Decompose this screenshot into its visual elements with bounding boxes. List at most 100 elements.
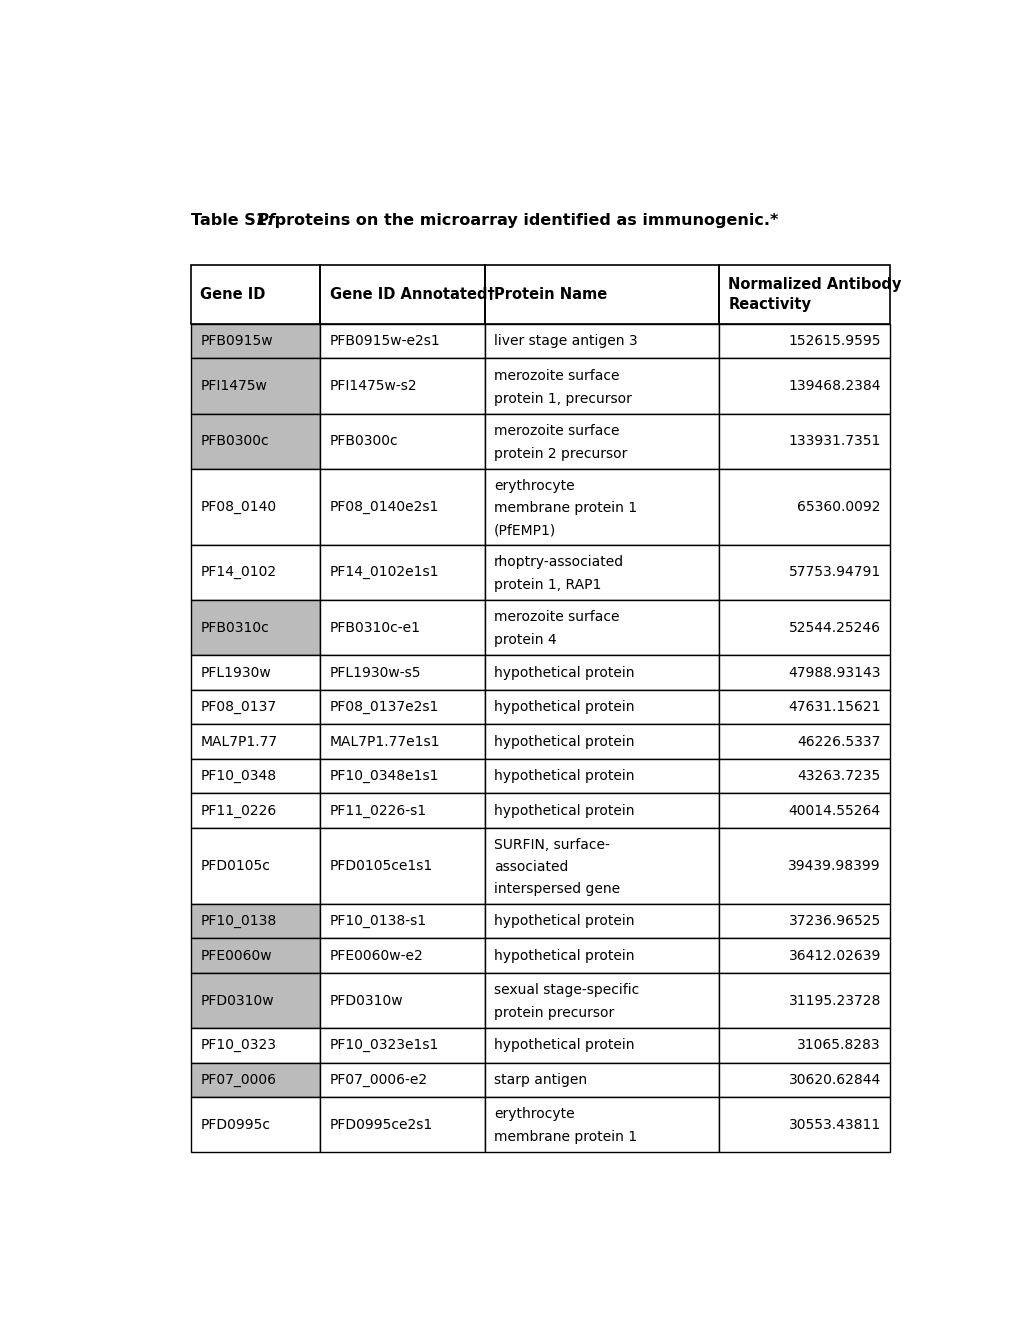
Text: starp antigen: starp antigen <box>493 1073 587 1086</box>
Bar <box>320 265 484 323</box>
Bar <box>191 828 320 904</box>
Text: PFB0310c: PFB0310c <box>200 620 269 635</box>
Bar <box>191 973 320 1028</box>
Text: hypothetical protein: hypothetical protein <box>493 665 634 680</box>
Bar <box>191 358 320 413</box>
Text: PFL1930w-s5: PFL1930w-s5 <box>329 665 421 680</box>
Bar <box>718 413 890 469</box>
Text: protein 1, precursor: protein 1, precursor <box>493 392 632 405</box>
Text: membrane protein 1: membrane protein 1 <box>493 1130 637 1144</box>
Bar <box>191 1028 320 1063</box>
Text: 57753.94791: 57753.94791 <box>788 565 880 579</box>
Text: erythrocyte: erythrocyte <box>493 479 574 492</box>
Bar <box>320 725 484 759</box>
Bar <box>191 545 320 601</box>
Bar <box>320 690 484 725</box>
Text: (PfEMP1): (PfEMP1) <box>493 523 555 537</box>
Text: MAL7P1.77: MAL7P1.77 <box>200 735 277 748</box>
Text: interspersed gene: interspersed gene <box>493 882 620 896</box>
Text: erythrocyte: erythrocyte <box>493 1107 574 1122</box>
Text: PF10_0323e1s1: PF10_0323e1s1 <box>329 1039 438 1052</box>
Text: PFB0300c: PFB0300c <box>329 434 397 449</box>
Bar <box>484 759 718 793</box>
Bar <box>718 601 890 655</box>
Text: PFI1475w-s2: PFI1475w-s2 <box>329 379 417 393</box>
Bar <box>320 939 484 973</box>
Text: 139468.2384: 139468.2384 <box>788 379 880 393</box>
Text: PF07_0006-e2: PF07_0006-e2 <box>329 1073 427 1086</box>
Text: 65360.0092: 65360.0092 <box>797 500 880 513</box>
Bar <box>484 973 718 1028</box>
Text: 47631.15621: 47631.15621 <box>788 700 880 714</box>
Bar <box>718 358 890 413</box>
Text: 43263.7235: 43263.7235 <box>797 770 880 783</box>
Text: hypothetical protein: hypothetical protein <box>493 804 634 817</box>
Bar <box>484 828 718 904</box>
Bar <box>191 793 320 828</box>
Text: sexual stage-specific: sexual stage-specific <box>493 983 639 997</box>
Text: PF08_0137e2s1: PF08_0137e2s1 <box>329 700 438 714</box>
Text: PF08_0137: PF08_0137 <box>200 700 276 714</box>
Text: PFD0310w: PFD0310w <box>200 994 273 1007</box>
Bar <box>191 323 320 358</box>
Text: hypothetical protein: hypothetical protein <box>493 1039 634 1052</box>
Text: Table S1.: Table S1. <box>191 213 278 227</box>
Bar <box>718 323 890 358</box>
Bar <box>484 545 718 601</box>
Bar <box>484 413 718 469</box>
Bar <box>320 469 484 545</box>
Bar <box>484 904 718 939</box>
Text: PFD0105c: PFD0105c <box>200 859 270 873</box>
Text: PF07_0006: PF07_0006 <box>200 1073 276 1086</box>
Text: 36412.02639: 36412.02639 <box>788 949 880 962</box>
Text: merozoite surface: merozoite surface <box>493 424 619 438</box>
Text: PFD0105ce1s1: PFD0105ce1s1 <box>329 859 432 873</box>
Bar <box>484 601 718 655</box>
Text: PFD0310w: PFD0310w <box>329 994 403 1007</box>
Text: 30620.62844: 30620.62844 <box>788 1073 880 1086</box>
Text: Gene ID Annotated†: Gene ID Annotated† <box>329 286 494 302</box>
Text: hypothetical protein: hypothetical protein <box>493 915 634 928</box>
Bar <box>718 265 890 323</box>
Bar <box>484 793 718 828</box>
Bar <box>320 828 484 904</box>
Bar <box>191 413 320 469</box>
Bar <box>191 469 320 545</box>
Bar <box>191 1063 320 1097</box>
Bar <box>191 939 320 973</box>
Bar <box>718 793 890 828</box>
Text: proteins on the microarray identified as immunogenic.*: proteins on the microarray identified as… <box>269 213 777 227</box>
Text: liver stage antigen 3: liver stage antigen 3 <box>493 334 637 348</box>
Text: PF10_0348e1s1: PF10_0348e1s1 <box>329 770 439 783</box>
Text: Normalized Antibody
Reactivity: Normalized Antibody Reactivity <box>728 277 901 312</box>
Text: hypothetical protein: hypothetical protein <box>493 949 634 962</box>
Text: PFD0995c: PFD0995c <box>200 1118 270 1131</box>
Bar <box>718 690 890 725</box>
Bar <box>484 1028 718 1063</box>
Bar <box>484 1063 718 1097</box>
Bar <box>320 759 484 793</box>
Text: PFB0915w: PFB0915w <box>200 334 273 348</box>
Text: protein 2 precursor: protein 2 precursor <box>493 447 627 461</box>
Bar <box>484 323 718 358</box>
Text: PF08_0140e2s1: PF08_0140e2s1 <box>329 500 438 513</box>
Text: PFI1475w: PFI1475w <box>200 379 267 393</box>
Text: PF14_0102: PF14_0102 <box>200 565 276 579</box>
Text: PF11_0226-s1: PF11_0226-s1 <box>329 804 426 817</box>
Text: PFD0995ce2s1: PFD0995ce2s1 <box>329 1118 432 1131</box>
Text: 40014.55264: 40014.55264 <box>788 804 880 817</box>
Text: hypothetical protein: hypothetical protein <box>493 735 634 748</box>
Text: 133931.7351: 133931.7351 <box>788 434 880 449</box>
Bar <box>320 793 484 828</box>
Bar <box>191 904 320 939</box>
Text: rhoptry-associated: rhoptry-associated <box>493 554 624 569</box>
Text: 52544.25246: 52544.25246 <box>788 620 880 635</box>
Bar <box>320 1097 484 1152</box>
Bar <box>718 1028 890 1063</box>
Text: PF14_0102e1s1: PF14_0102e1s1 <box>329 565 439 579</box>
Text: PF10_0138: PF10_0138 <box>200 915 276 928</box>
Text: associated: associated <box>493 861 568 874</box>
Text: protein 4: protein 4 <box>493 634 556 647</box>
Bar <box>484 939 718 973</box>
Bar <box>718 828 890 904</box>
